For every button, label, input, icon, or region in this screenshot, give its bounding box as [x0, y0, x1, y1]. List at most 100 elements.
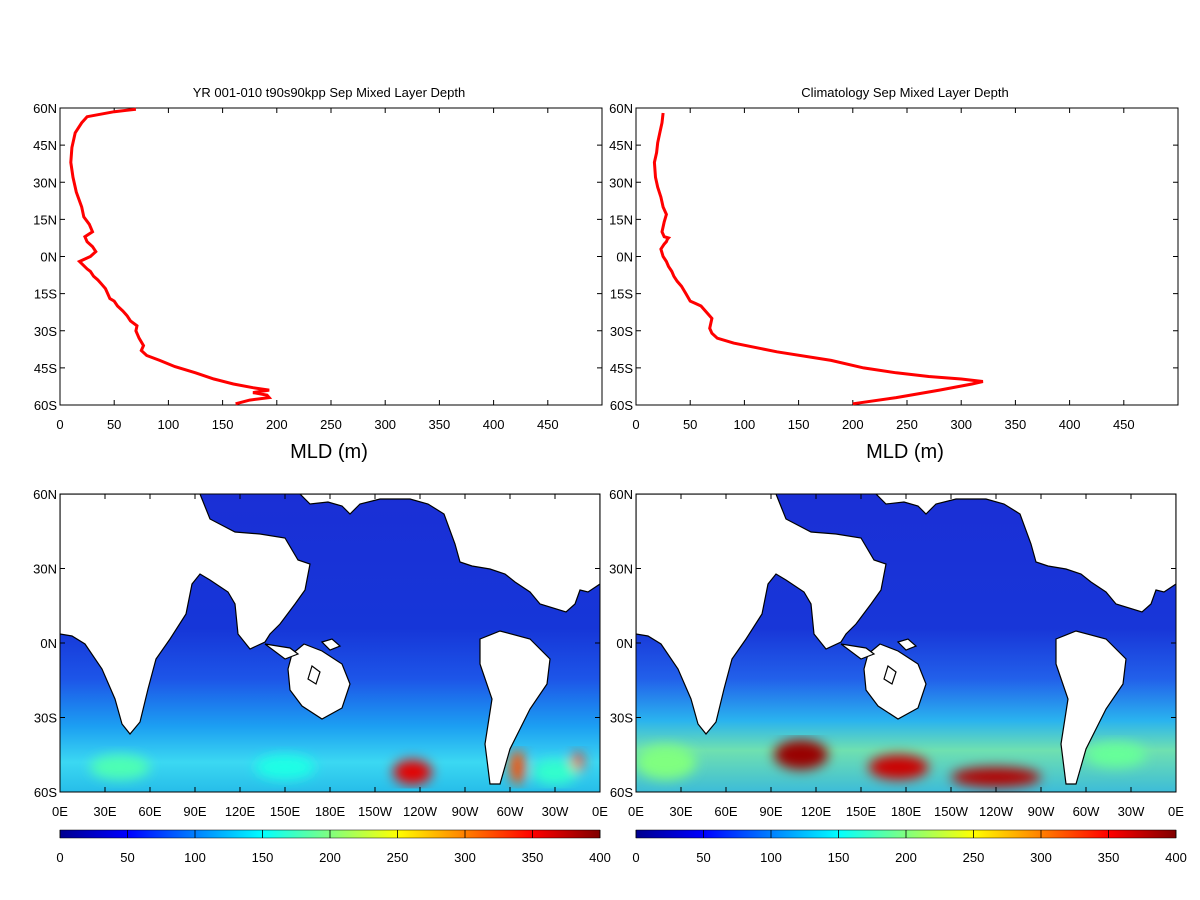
mld-hotspot — [774, 739, 828, 770]
x-tick-label: 120E — [801, 804, 832, 819]
x-tick-label: 30E — [93, 804, 116, 819]
map-climatology: 0E 30E 60E 90E 120E 150E 180E 150W 120W 90W 60W 30W… — [609, 487, 1187, 865]
y-tick-label: 15N — [609, 212, 633, 227]
map-plot-area — [60, 494, 600, 792]
x-tick-label: 50 — [683, 417, 697, 432]
colorbar-tick-label: 350 — [1098, 850, 1120, 865]
y-tick-label: 0N — [40, 250, 57, 265]
colorbar-tick-label: 350 — [522, 850, 544, 865]
x-tick-label: 0E — [52, 804, 68, 819]
x-tick-label: 0E — [1168, 804, 1184, 819]
x-tick-label: 0 — [632, 417, 639, 432]
land-masses — [60, 494, 600, 785]
x-tick-label: 250 — [896, 417, 918, 432]
x-tick-label: 60W — [1073, 804, 1100, 819]
x-tick-label: 300 — [950, 417, 972, 432]
x-tick-label: 400 — [483, 417, 505, 432]
y-tick-label: 15N — [33, 212, 57, 227]
x-tick-label: 150 — [212, 417, 234, 432]
colorbar-tick-label: 50 — [120, 850, 134, 865]
mld-hotspot — [868, 754, 929, 780]
x-tick-label: 200 — [266, 417, 288, 432]
y-tick-label: 30N — [609, 175, 633, 190]
colorbar-tick-label: 0 — [56, 850, 63, 865]
y-tick-label: 45N — [33, 138, 57, 153]
line-chart-climatology: Climatology Sep Mixed Layer Depth 0 50 100… — [609, 85, 1179, 463]
x-tick-label: 60E — [714, 804, 737, 819]
colorbar-tick-label: 50 — [696, 850, 710, 865]
plot-frame — [635, 107, 1179, 406]
y-tick-label: 30S — [610, 324, 633, 339]
colorbar-ticks: 0 50 100 150 200 250 300 350 400 — [632, 830, 1187, 865]
x-tick-label: 150 — [788, 417, 810, 432]
y-tick-label: 45S — [610, 361, 633, 376]
y-tick-label: 30N — [33, 175, 57, 190]
y-tick-label: 15S — [34, 287, 57, 302]
x-tick-label: 150W — [934, 804, 969, 819]
mld-hotspot — [90, 754, 150, 780]
axis-ticks: 0 50 100 150 200 250 300 350 400 450 60N 45N 30N 15N 0… — [609, 101, 1178, 432]
y-tick-label: 60N — [33, 487, 57, 502]
x-tick-label: 50 — [107, 417, 121, 432]
x-tick-label: 350 — [1005, 417, 1027, 432]
colorbar-tick-label: 0 — [632, 850, 639, 865]
map-plot-area — [636, 494, 1176, 792]
x-tick-label: 200 — [842, 417, 864, 432]
colorbar-tick-label: 300 — [454, 850, 476, 865]
y-tick-label: 30S — [34, 324, 57, 339]
x-tick-label: 100 — [734, 417, 756, 432]
map-model: 0E 30E 60E 90E 120E 150E 180E 150W 120W 90W 60W 30W… — [33, 487, 611, 865]
x-tick-label: 100 — [158, 417, 180, 432]
chart-title: YR 001-010 t90s90kpp Sep Mixed Layer Dep… — [193, 85, 465, 100]
colorbar-tick-label: 400 — [589, 850, 611, 865]
y-tick-label: 60N — [33, 101, 57, 116]
mld-hotspot — [532, 759, 578, 785]
colorbar-tick-label: 200 — [895, 850, 917, 865]
y-tick-label: 30S — [610, 711, 633, 726]
plot-frame — [59, 107, 603, 406]
x-tick-label: 250 — [320, 417, 342, 432]
x-tick-label: 150E — [846, 804, 877, 819]
line-chart-model: YR 001-010 t90s90kpp Sep Mixed Layer Dep… — [33, 85, 603, 463]
colorbar-tick-label: 150 — [828, 850, 850, 865]
axis-ticks: 0 50 100 150 200 250 300 350 400 450 60N 45N 30N 15N 0… — [33, 101, 602, 432]
colorbar-tick-label: 100 — [760, 850, 782, 865]
colorbar-tick-label: 250 — [387, 850, 409, 865]
x-tick-label: 120E — [225, 804, 256, 819]
y-tick-label: 60S — [610, 785, 633, 800]
x-tick-label: 90E — [183, 804, 206, 819]
y-tick-label: 30N — [609, 562, 633, 577]
mld-hotspot — [951, 767, 1041, 788]
colorbar-tick-label: 400 — [1165, 850, 1187, 865]
y-tick-label: 0N — [40, 636, 57, 651]
x-tick-label: 90E — [759, 804, 782, 819]
y-tick-label: 60N — [609, 487, 633, 502]
x-tick-label: 450 — [537, 417, 559, 432]
x-tick-label: 150E — [270, 804, 301, 819]
x-axis-label: MLD (m) — [290, 441, 368, 463]
x-tick-label: 150W — [358, 804, 393, 819]
x-tick-label: 0E — [628, 804, 644, 819]
y-tick-label: 45N — [609, 138, 633, 153]
x-tick-label: 0E — [592, 804, 608, 819]
x-tick-label: 120W — [979, 804, 1014, 819]
x-tick-label: 90W — [452, 804, 479, 819]
x-tick-label: 90W — [1028, 804, 1055, 819]
x-axis-label: MLD (m) — [866, 441, 944, 463]
colorbar-tick-label: 250 — [963, 850, 985, 865]
chart-title: Climatology Sep Mixed Layer Depth — [801, 85, 1008, 100]
colorbar-ticks: 0 50 100 150 200 250 300 350 400 — [56, 830, 611, 865]
x-tick-label: 300 — [374, 417, 396, 432]
x-tick-label: 120W — [403, 804, 438, 819]
mld-line — [69, 107, 273, 406]
colorbar-tick-label: 100 — [184, 850, 206, 865]
y-tick-label: 30S — [34, 711, 57, 726]
x-tick-label: 180E — [315, 804, 346, 819]
y-tick-label: 0N — [616, 636, 633, 651]
mld-hotspot — [636, 744, 696, 780]
x-tick-label: 0 — [56, 417, 63, 432]
x-tick-label: 30E — [669, 804, 692, 819]
x-tick-label: 350 — [429, 417, 451, 432]
mld-hotspot — [255, 754, 315, 780]
